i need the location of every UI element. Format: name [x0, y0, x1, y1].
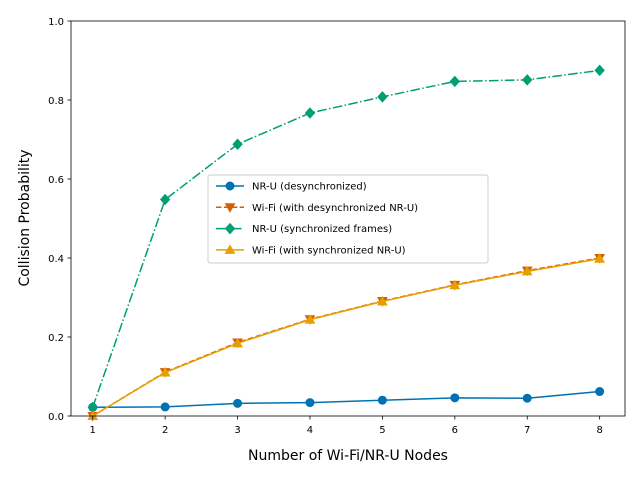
y-tick-label-0.6: 0.6: [48, 175, 64, 186]
legend-item-wifi-desync: Wi-Fi (with desynchronized NR-U): [216, 203, 418, 214]
legend-marker-wifi-sync: [224, 244, 236, 254]
legend-marker-nr-u-desync: [225, 181, 235, 191]
data-point-nr-u-desync-6: [450, 393, 460, 403]
data-point-nr-u-desync-3: [233, 398, 243, 408]
data-point-nr-u-desync-8: [595, 387, 605, 397]
legend-marker-wifi-desync: [224, 203, 236, 213]
series-line-nr-u-desync: [92, 390, 600, 409]
data-point-nr-u-sync-7: [522, 74, 533, 86]
x-tick-label-7: 7: [524, 425, 530, 436]
y-tick-label-1.0: 1.0: [48, 17, 64, 28]
data-point-nr-u-desync-7: [522, 393, 532, 403]
x-axis-label: Number of Wi-Fi/NR-U Nodes: [248, 448, 448, 464]
x-tick-label-1: 1: [90, 425, 96, 436]
legend-label-nr-u-sync: NR-U (synchronized frames): [252, 224, 392, 235]
data-point-wifi-sync-6: [449, 279, 461, 290]
y-tick-label-0.8: 0.8: [48, 96, 64, 107]
data-point-wifi-sync-3: [232, 337, 243, 348]
legend-item-wifi-sync: Wi-Fi (with synchronized NR-U): [216, 244, 406, 257]
legend: NR-U (desynchronized) Wi-Fi (with desynch…: [207, 174, 489, 264]
series-layer: [87, 64, 606, 422]
data-point-nr-u-sync-6: [449, 75, 460, 88]
x-tick-label-2: 2: [162, 425, 168, 436]
legend-marker-nr-u-sync: [224, 222, 236, 235]
data-point-nr-u-desync-2: [160, 402, 170, 412]
x-tick-label-4: 4: [307, 425, 313, 436]
x-tick-label-5: 5: [379, 425, 385, 436]
x-tick-label-8: 8: [596, 425, 602, 436]
data-point-wifi-sync-7: [521, 265, 533, 276]
plot-frame: [70, 20, 626, 417]
series-line-nr-u-sync: [92, 69, 600, 408]
data-point-nr-u-sync-4: [304, 107, 316, 119]
data-point-nr-u-sync-3: [232, 138, 243, 150]
data-point-nr-u-desync-5: [377, 395, 387, 405]
data-point-wifi-sync-8: [594, 253, 606, 263]
x-tick-label-3: 3: [234, 425, 240, 436]
legend-label-wifi-sync: Wi-Fi (with synchronized NR-U): [252, 246, 406, 257]
y-axis-label: Collision Probability: [17, 149, 33, 286]
legend-label-wifi-desync: Wi-Fi (with desynchronized NR-U): [252, 203, 418, 214]
series-line-wifi-sync: [92, 258, 600, 417]
y-tick-label-0.4: 0.4: [48, 254, 64, 265]
data-point-wifi-sync-2: [159, 367, 171, 377]
y-tick-label-0.2: 0.2: [48, 333, 64, 344]
data-point-nr-u-sync-5: [377, 91, 388, 103]
y-tick-label-0.0: 0.0: [48, 412, 64, 423]
data-point-nr-u-sync-2: [159, 193, 171, 206]
x-tick-label-6: 6: [452, 425, 458, 436]
data-point-wifi-sync-5: [377, 295, 388, 306]
data-point-nr-u-sync-8: [594, 64, 605, 77]
legend-item-nr-u-desync: NR-U (desynchronized): [216, 181, 367, 193]
axes-layer: 1 2 3 4 5 6 7 8 0.0 0.2 0.4 0.6 0.8 1.0: [48, 17, 626, 436]
legend-label-nr-u-desync: NR-U (desynchronized): [252, 182, 367, 193]
series-wifi-sync: [87, 253, 606, 420]
data-point-nr-u-desync-4: [305, 398, 315, 408]
legend-item-nr-u-sync: NR-U (synchronized frames): [216, 222, 392, 235]
data-point-wifi-sync-4: [304, 314, 316, 324]
legend-frame: [207, 174, 489, 264]
